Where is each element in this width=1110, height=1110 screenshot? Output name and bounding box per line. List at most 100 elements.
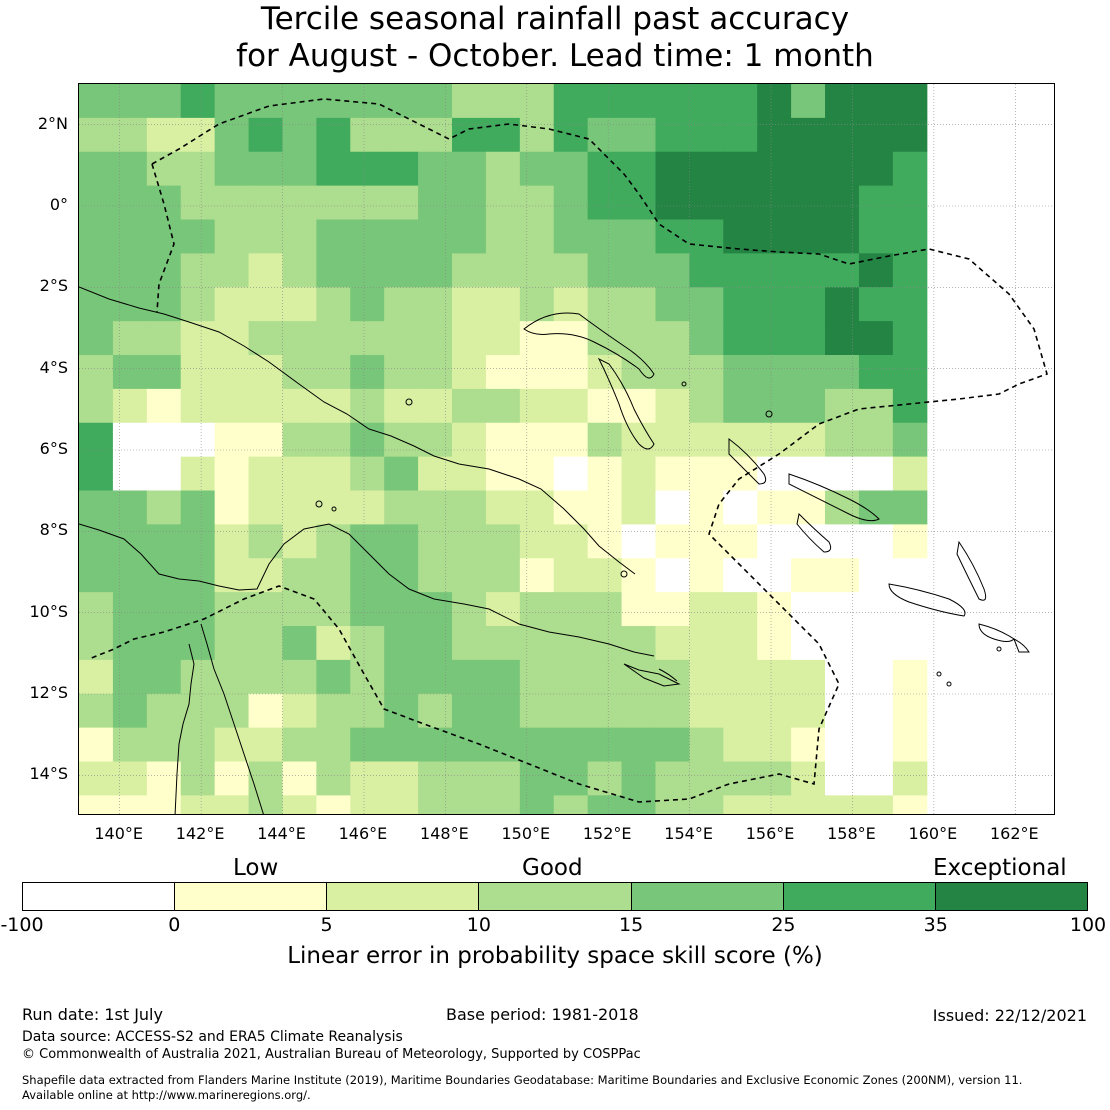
skill-cell — [350, 287, 385, 322]
skill-cell — [79, 355, 114, 390]
skill-cell — [384, 795, 419, 814]
skill-cell — [79, 727, 114, 763]
skill-cell — [384, 422, 419, 458]
skill-cell — [384, 219, 419, 254]
skill-cell — [384, 727, 419, 763]
skill-cell — [384, 84, 419, 119]
skill-cell — [180, 84, 216, 119]
skill-cell — [858, 795, 894, 814]
skill-cell — [825, 388, 860, 424]
island-dot — [936, 671, 942, 677]
skill-cell — [316, 659, 351, 695]
skill-cell — [791, 388, 826, 424]
skill-cell — [282, 219, 317, 254]
skill-cell — [418, 355, 453, 390]
skill-cell — [485, 185, 521, 221]
skill-cell — [485, 422, 521, 458]
skill-cell — [384, 761, 419, 796]
skill-cell — [248, 693, 284, 729]
skill-cell — [689, 287, 724, 322]
skill-cell — [587, 592, 623, 627]
solomon-island-new-georgia — [796, 512, 832, 553]
skill-cell — [825, 287, 860, 322]
island-dot — [315, 500, 323, 508]
skill-cell — [892, 659, 928, 695]
skill-cell — [214, 253, 250, 288]
skill-cell — [519, 84, 555, 119]
skill-cell — [689, 422, 724, 458]
skill-cell — [316, 524, 351, 559]
skill-cell — [553, 524, 589, 559]
colorbar-category-good: Good — [522, 855, 583, 881]
skill-cell — [248, 253, 284, 288]
skill-cell — [791, 524, 826, 559]
skill-cell — [553, 626, 589, 661]
skill-cell — [587, 693, 623, 729]
skill-cell — [214, 185, 250, 221]
skill-cell — [858, 592, 894, 627]
skill-cell — [587, 422, 623, 458]
skill-cell — [282, 558, 317, 593]
skill-cell — [689, 355, 724, 390]
skill-cell — [282, 117, 317, 153]
skill-cell — [553, 795, 589, 814]
map-canvas — [79, 84, 1054, 814]
skill-cell — [485, 626, 521, 661]
skill-cell — [655, 592, 690, 627]
skill-cell — [825, 592, 860, 627]
longitude-label: 162°E — [989, 824, 1039, 843]
skill-cell — [384, 388, 419, 424]
skill-cell — [553, 761, 589, 796]
skill-cell — [112, 388, 148, 424]
skill-cell — [384, 287, 419, 322]
skill-cell — [892, 422, 928, 458]
skill-cell — [587, 321, 623, 356]
skill-cell — [723, 558, 758, 593]
skill-cell — [248, 321, 284, 356]
skill-cell — [180, 761, 216, 796]
skill-cell — [350, 151, 385, 187]
skill-cell — [248, 727, 284, 763]
skill-cell — [452, 253, 487, 288]
skill-cell — [723, 727, 758, 763]
skill-cell — [621, 321, 657, 356]
skill-cell — [858, 117, 894, 153]
skill-cell — [757, 321, 792, 356]
skill-cell — [350, 117, 385, 153]
skill-cell — [892, 795, 928, 814]
skill-cell — [892, 151, 928, 187]
colorbar-segment — [327, 883, 480, 910]
skill-cell — [825, 761, 860, 796]
skill-cell — [723, 117, 758, 153]
skill-cell — [858, 84, 894, 119]
skill-cell — [892, 456, 928, 492]
skill-cell — [452, 490, 487, 525]
skill-cell — [519, 795, 555, 814]
skill-cell — [350, 355, 385, 390]
skill-cell — [519, 456, 555, 492]
skill-cell — [282, 761, 317, 796]
skill-cell — [689, 727, 724, 763]
longitude-label: 160°E — [908, 824, 958, 843]
skill-cell — [892, 388, 928, 424]
skill-cell — [689, 524, 724, 559]
skill-cell — [858, 693, 894, 729]
skill-cell — [825, 219, 860, 254]
skill-cell — [791, 490, 826, 525]
skill-cell — [112, 626, 148, 661]
skill-cell — [452, 693, 487, 729]
longitude-label: 158°E — [827, 824, 876, 843]
skill-cell — [79, 490, 114, 525]
skill-cell — [587, 151, 623, 187]
skill-cell — [452, 422, 487, 458]
skill-cell — [485, 355, 521, 390]
skill-cell — [418, 253, 453, 288]
skill-cell — [655, 490, 690, 525]
skill-cell — [248, 219, 284, 254]
eez-boundary-png — [88, 98, 1048, 803]
skill-cell — [791, 321, 826, 356]
skill-cell — [79, 287, 114, 322]
skill-cell — [621, 151, 657, 187]
skill-cell — [723, 287, 758, 322]
skill-cell — [553, 253, 589, 288]
